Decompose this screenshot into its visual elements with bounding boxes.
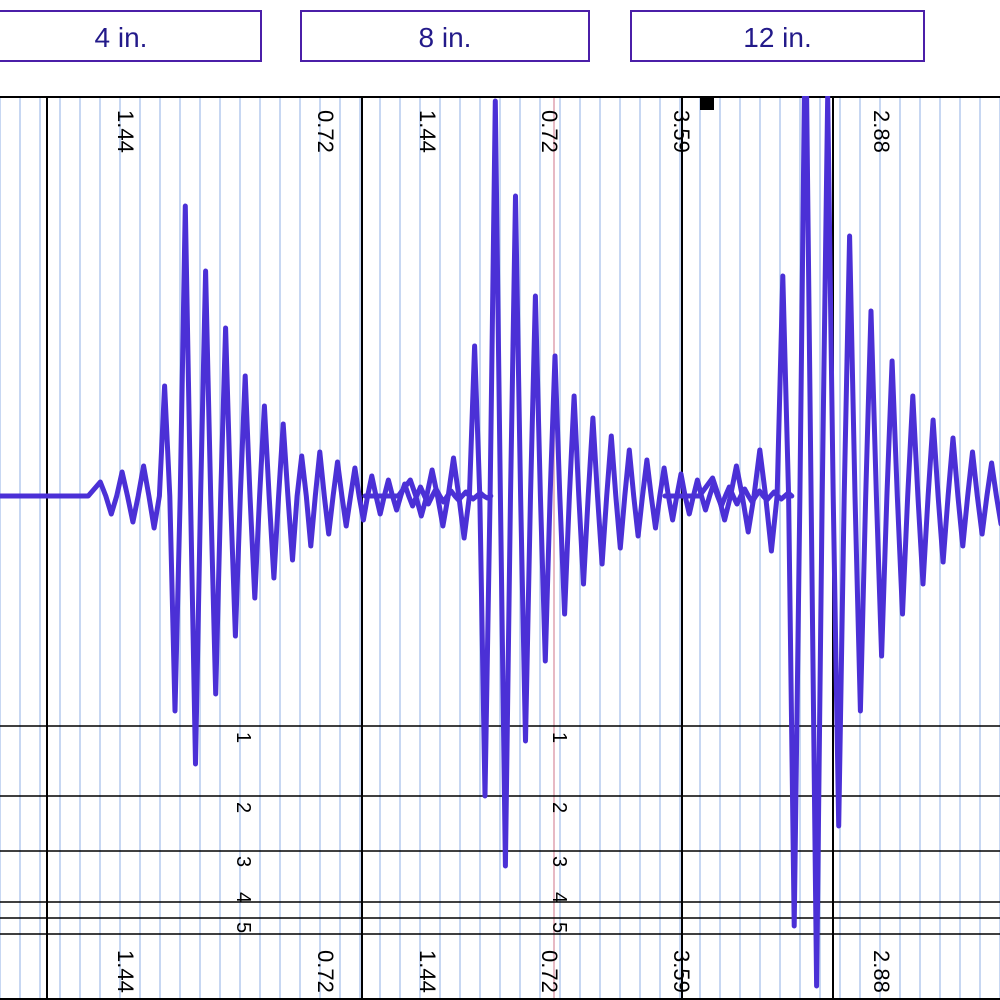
header-box-0: 4 in. <box>0 10 262 62</box>
scale-number: 4 <box>547 892 570 903</box>
scale-number: 5 <box>231 922 254 933</box>
header-box-1: 8 in. <box>300 10 590 62</box>
axis-label: 0.72 <box>536 110 562 153</box>
axis-label: 3.59 <box>668 110 694 153</box>
scale-number: 2 <box>547 802 570 813</box>
axis-label: 0.72 <box>312 110 338 153</box>
scale-number: 3 <box>231 856 254 867</box>
axis-label: 2.88 <box>868 950 894 993</box>
header-row: 4 in. 8 in. 12 in. <box>0 10 1000 62</box>
axis-label: 0.72 <box>536 950 562 993</box>
axis-label: 0.72 <box>312 950 338 993</box>
scale-number: 3 <box>547 856 570 867</box>
axis-label: 1.44 <box>414 950 440 993</box>
axis-label: 1.44 <box>112 110 138 153</box>
scale-number: 1 <box>547 732 570 743</box>
axis-label: 2.88 <box>868 110 894 153</box>
scale-number: 5 <box>547 922 570 933</box>
waveform-chart: 1.44 0.72 1.44 0.72 3.59 2.88 1.44 0.72 1.44 0.72… <box>0 96 1000 1000</box>
scale-number: 4 <box>231 892 254 903</box>
scale-number: 1 <box>231 732 254 743</box>
axis-label: 3.59 <box>668 950 694 993</box>
axis-label: 1.44 <box>414 110 440 153</box>
header-box-2: 12 in. <box>630 10 925 62</box>
scale-number: 2 <box>231 802 254 813</box>
axis-label: 1.44 <box>112 950 138 993</box>
